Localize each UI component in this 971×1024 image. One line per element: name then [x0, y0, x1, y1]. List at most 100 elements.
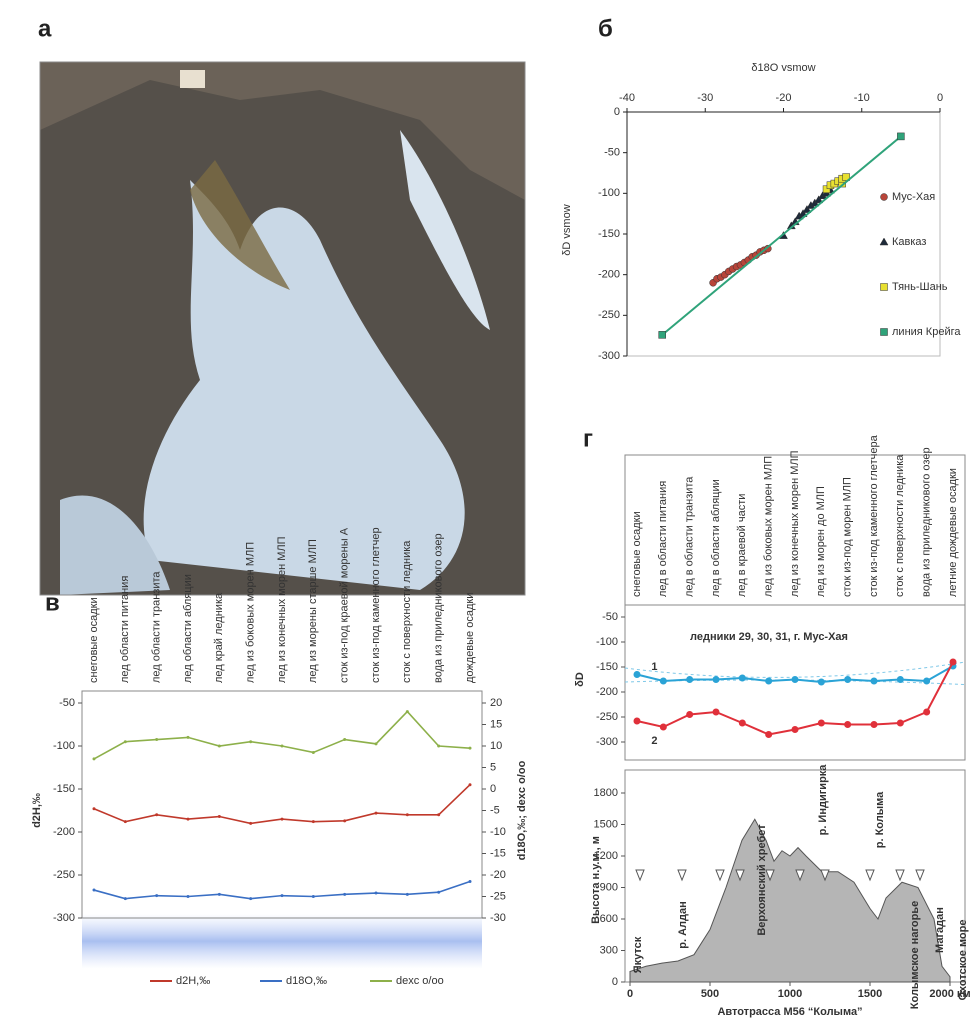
map-feature	[180, 70, 205, 88]
x-tick-label: 0	[627, 988, 633, 1000]
category-label: сток с поверхности ледника	[894, 454, 906, 597]
category-label: сток из-под каменного глетчер	[370, 527, 382, 683]
point	[822, 185, 831, 194]
y-tick-label: -250	[53, 869, 75, 881]
y-tick-label: -300	[598, 350, 620, 362]
category-label: лед области транзита	[151, 571, 163, 683]
y2-tick-label: 15	[490, 718, 502, 730]
point	[155, 738, 159, 742]
point	[802, 205, 812, 213]
point	[374, 891, 378, 895]
category-label: лед из боковых морен МЛП	[763, 456, 775, 597]
glacier	[60, 495, 170, 595]
category-label: лед области абляции	[182, 574, 194, 683]
legend-label: Мус-Хая	[892, 191, 935, 203]
point	[765, 731, 773, 738]
point	[311, 820, 315, 824]
y2-tick-label: 0	[490, 783, 496, 795]
arrow-marker	[915, 869, 925, 882]
elevation-area	[629, 818, 951, 983]
series-line	[93, 784, 471, 825]
legend-swatch	[879, 237, 889, 246]
place-label: р. Индигирка	[817, 764, 829, 836]
legend-label: Кавказ	[892, 236, 926, 248]
y-axis-title: δD vsmow	[561, 204, 573, 255]
map-terrain	[40, 62, 525, 200]
point	[896, 719, 904, 727]
y-tick-label: -100	[53, 740, 75, 752]
point	[814, 195, 824, 204]
point	[923, 677, 931, 685]
place-label: р. Алдан	[677, 901, 689, 949]
y2-tick-label: -5	[490, 804, 500, 816]
y-tick-label: -300	[596, 736, 618, 748]
point	[155, 813, 159, 817]
y-tick-label: -50	[59, 697, 75, 709]
point	[217, 744, 221, 748]
arrow-marker	[895, 869, 905, 882]
arrow-marker	[820, 869, 830, 882]
y2-axis-title: d18O,‰; dexc o/oo	[516, 760, 528, 860]
y2-tick-label: -10	[490, 826, 506, 838]
y-tick-label: -50	[604, 147, 620, 159]
annotation: ледники 29, 30, 31, г. Мус-Хая	[690, 631, 848, 643]
category-label: лед в краевой части	[736, 494, 748, 597]
point	[791, 676, 799, 683]
place-label: Колымское нагорье	[909, 901, 921, 1009]
point	[405, 710, 409, 714]
point	[123, 820, 127, 824]
arrow-marker	[635, 869, 645, 882]
point	[897, 132, 905, 141]
y-axis-title: d2H,‰	[31, 793, 43, 828]
y-tick-label: -150	[596, 661, 618, 673]
arrow-marker	[715, 869, 725, 882]
category-label: снеговые осадки	[88, 597, 100, 683]
point	[712, 708, 720, 716]
point	[817, 719, 825, 727]
point	[123, 740, 127, 744]
category-label: лед из конечных морен МЛП	[789, 450, 801, 597]
point	[374, 742, 378, 746]
category-label: лед край ледника	[213, 592, 225, 683]
x-tick-label: 1000	[778, 988, 802, 1000]
point	[870, 721, 878, 728]
arrow-marker	[735, 869, 745, 882]
y-tick-label: 1800	[594, 787, 618, 799]
point	[468, 879, 472, 883]
y2-tick-label: -30	[490, 912, 506, 924]
y-tick-label: -250	[596, 711, 618, 723]
x-axis-title: Автотрасса М56 “Колыма”	[717, 1006, 862, 1018]
point	[249, 740, 253, 744]
category-label: лед из морен до МЛП	[815, 486, 827, 597]
y-tick-label: 0	[612, 976, 618, 988]
point	[311, 750, 315, 754]
point	[280, 744, 284, 748]
point	[92, 888, 96, 892]
category-label: лед области питания	[119, 576, 131, 683]
point	[123, 897, 127, 901]
point	[343, 892, 347, 896]
y-tick-label: 1200	[594, 850, 618, 862]
y-tick-label: 1500	[594, 818, 618, 830]
point	[658, 331, 666, 339]
y-tick-label: 600	[600, 913, 618, 925]
legend-swatch	[880, 328, 888, 336]
point	[738, 674, 746, 682]
point	[791, 726, 799, 733]
moraine	[190, 160, 290, 290]
category-label: вода из приледникового озер	[921, 447, 933, 597]
uncertainty-band	[82, 913, 482, 969]
panel-label: а	[38, 15, 52, 42]
point	[437, 890, 441, 894]
arrow-marker	[865, 869, 875, 882]
legend-label: Тянь-Шань	[892, 281, 948, 293]
point	[374, 811, 378, 815]
y-tick-label: -200	[598, 269, 620, 281]
point	[844, 721, 852, 728]
point	[155, 894, 159, 898]
point	[249, 821, 253, 825]
point	[92, 757, 96, 761]
point	[186, 895, 190, 898]
x-tick-label: -30	[697, 92, 713, 104]
point	[659, 723, 667, 731]
